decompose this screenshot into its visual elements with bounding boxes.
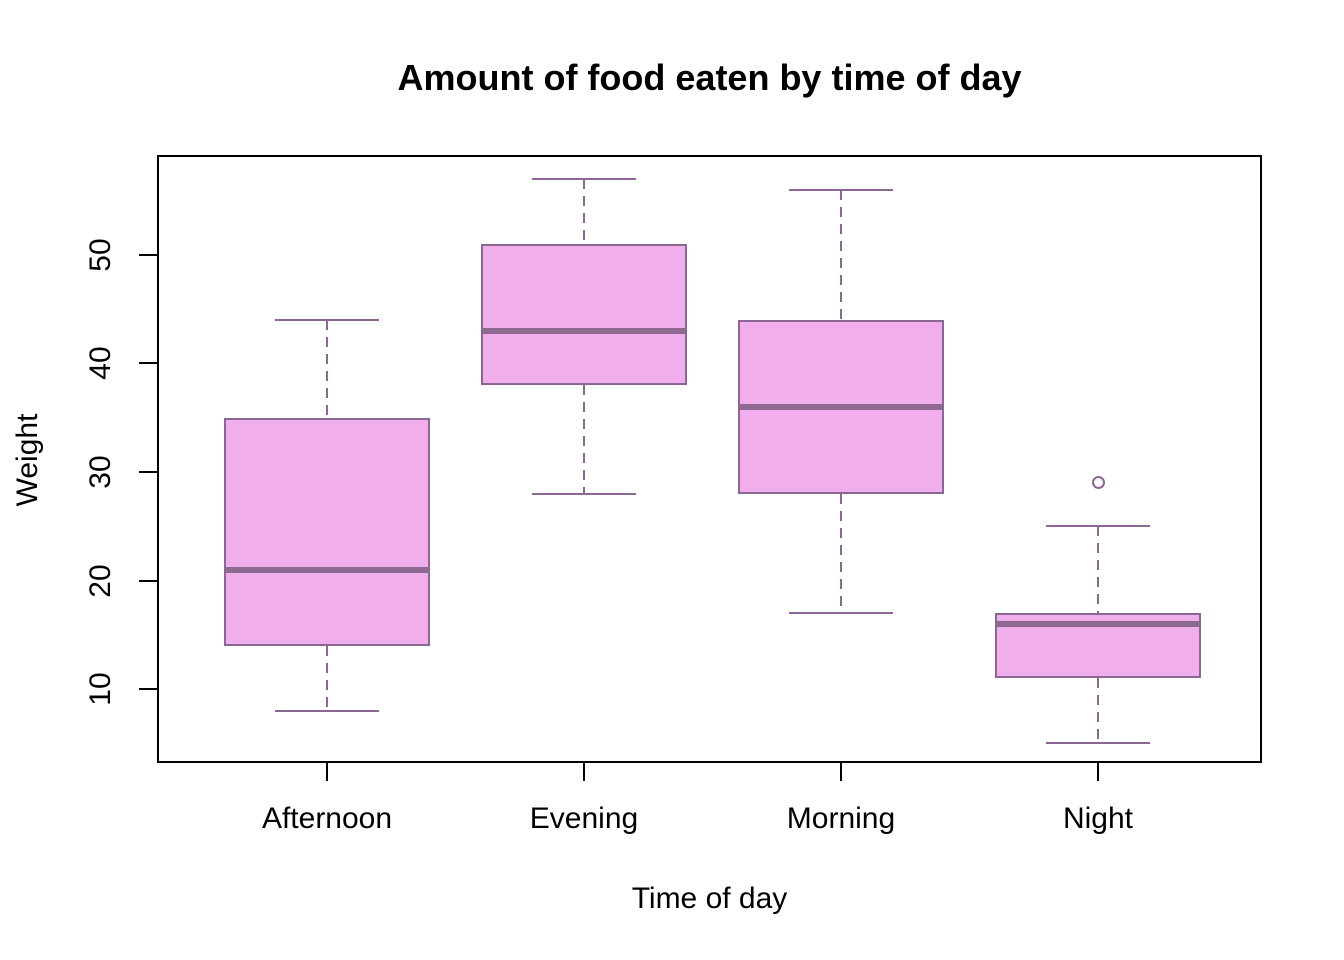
whisker-upper — [583, 178, 585, 245]
x-axis-tick — [1097, 763, 1099, 781]
y-tick-label: 50 — [84, 238, 117, 272]
median-line — [997, 621, 1199, 628]
whisker-cap-upper — [789, 188, 893, 191]
x-axis-tick — [583, 763, 585, 781]
whisker-upper — [1097, 526, 1099, 614]
whisker-cap-lower — [275, 709, 379, 712]
y-axis-tick — [139, 688, 157, 691]
y-tick-label: 40 — [84, 346, 117, 381]
whisker-upper — [326, 320, 328, 418]
chart-title: Amount of food eaten by time of day — [397, 57, 1022, 98]
y-tick-label: 30 — [84, 455, 117, 489]
iqr-box-afternoon — [224, 417, 430, 646]
whisker-lower — [1097, 678, 1099, 744]
median-line — [226, 566, 428, 573]
x-tick-label: Morning — [786, 802, 896, 835]
x-tick-label: Night — [1062, 802, 1134, 835]
whisker-cap-lower — [1046, 742, 1150, 745]
y-axis-tick — [139, 253, 157, 256]
y-tick-label: 20 — [84, 563, 117, 598]
y-tick-label: 10 — [84, 672, 117, 706]
outlier-point — [1091, 476, 1105, 490]
whisker-cap-upper — [532, 177, 636, 180]
whisker-lower — [326, 645, 328, 711]
whisker-cap-upper — [1046, 525, 1150, 528]
whisker-lower — [840, 493, 842, 614]
x-axis-tick — [326, 763, 328, 781]
whisker-cap-lower — [532, 492, 636, 495]
y-axis-label: Weight — [11, 413, 44, 507]
y-axis-tick — [139, 362, 157, 365]
x-axis-tick — [840, 763, 842, 781]
whisker-upper — [840, 189, 842, 321]
whisker-cap-lower — [789, 612, 893, 615]
x-axis-label: Time of day — [631, 882, 788, 915]
whisker-lower — [583, 385, 585, 494]
median-line — [740, 403, 942, 410]
median-line — [483, 327, 685, 334]
y-axis-tick — [139, 579, 157, 582]
x-tick-label: Evening — [529, 802, 639, 835]
x-tick-label: Afternoon — [261, 802, 393, 835]
y-axis-tick — [139, 471, 157, 474]
iqr-box-evening — [481, 244, 687, 386]
whisker-cap-upper — [275, 319, 379, 322]
